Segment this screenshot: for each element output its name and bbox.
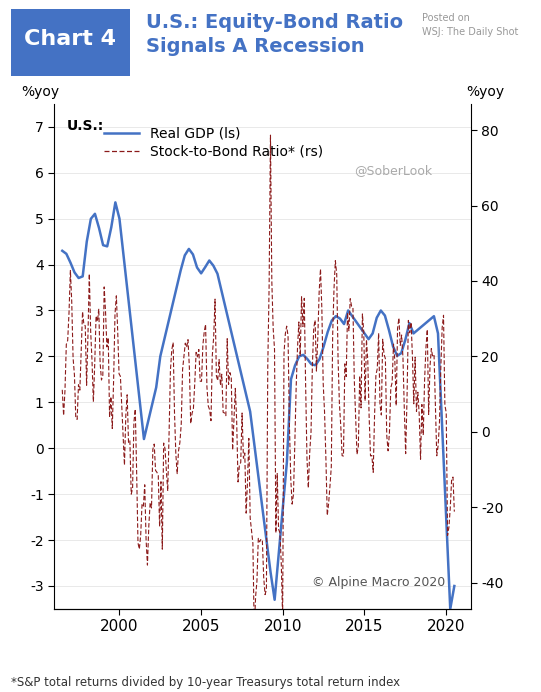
- Text: Chart 4: Chart 4: [24, 28, 116, 48]
- Legend: Real GDP (ls), Stock-to-Bond Ratio* (rs): Real GDP (ls), Stock-to-Bond Ratio* (rs): [98, 121, 328, 164]
- Text: © Alpine Macro 2020: © Alpine Macro 2020: [312, 576, 446, 589]
- Text: Posted on
WSJ: The Daily Shot: Posted on WSJ: The Daily Shot: [422, 14, 518, 37]
- Text: U.S.: Equity-Bond Ratio
Signals A Recession: U.S.: Equity-Bond Ratio Signals A Recess…: [146, 14, 403, 56]
- Text: *S&P total returns divided by 10-year Treasurys total return index: *S&P total returns divided by 10-year Tr…: [11, 675, 400, 689]
- Text: @SoberLook: @SoberLook: [354, 165, 432, 177]
- Text: U.S.:: U.S.:: [67, 119, 104, 133]
- Text: %yoy: %yoy: [21, 84, 59, 99]
- Text: %yoy: %yoy: [466, 84, 504, 99]
- FancyBboxPatch shape: [11, 9, 130, 77]
